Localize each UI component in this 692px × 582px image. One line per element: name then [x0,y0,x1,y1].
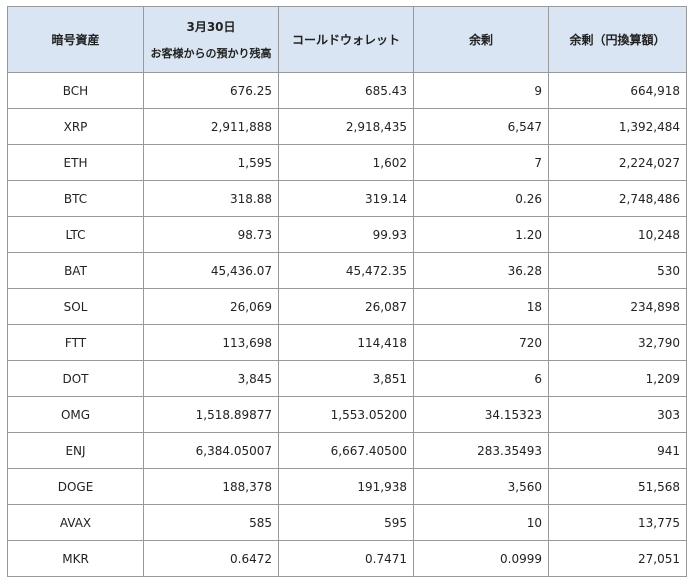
surplus-cell: 36.28 [413,252,549,289]
asset-name-cell: LTC [7,216,144,253]
header-cold-wallet: コールドウォレット [278,6,414,73]
table-row: XRP 2,911,888 2,918,435 6,547 1,392,484 [7,108,687,145]
customer-balance-cell: 0.6472 [143,540,279,577]
customer-balance-cell: 3,845 [143,360,279,397]
table-row: MKR 0.6472 0.7471 0.0999 27,051 [7,540,687,577]
cold-wallet-cell: 6,667.40500 [278,432,414,469]
customer-balance-cell: 113,698 [143,324,279,361]
header-row: 暗号資産 3月30日 お客様からの預かり残高 コールドウォレット 余剰 余剰（円… [7,6,687,73]
table-row: BTC 318.88 319.14 0.26 2,748,486 [7,180,687,217]
customer-balance-cell: 2,911,888 [143,108,279,145]
surplus-jpy-cell: 530 [548,252,687,289]
surplus-cell: 283.35493 [413,432,549,469]
customer-balance-cell: 585 [143,504,279,541]
surplus-cell: 9 [413,72,549,109]
header-customer-balance: 3月30日 お客様からの預かり残高 [143,6,279,73]
surplus-cell: 6,547 [413,108,549,145]
surplus-jpy-cell: 51,568 [548,468,687,505]
asset-name-cell: OMG [7,396,144,433]
surplus-cell: 0.26 [413,180,549,217]
cold-wallet-cell: 1,553.05200 [278,396,414,433]
cold-wallet-cell: 319.14 [278,180,414,217]
table-row: BAT 45,436.07 45,472.35 36.28 530 [7,252,687,289]
header-asset: 暗号資産 [7,6,144,73]
header-customer-label: お客様からの預かり残高 [150,47,272,60]
surplus-jpy-cell: 2,224,027 [548,144,687,181]
customer-balance-cell: 98.73 [143,216,279,253]
surplus-jpy-cell: 234,898 [548,288,687,325]
table-row: ENJ 6,384.05007 6,667.40500 283.35493 941 [7,432,687,469]
table-row: OMG 1,518.89877 1,553.05200 34.15323 303 [7,396,687,433]
asset-name-cell: BTC [7,180,144,217]
surplus-cell: 720 [413,324,549,361]
cold-wallet-cell: 99.93 [278,216,414,253]
table-header: 暗号資産 3月30日 お客様からの預かり残高 コールドウォレット 余剰 余剰（円… [7,6,687,73]
asset-name-cell: DOGE [7,468,144,505]
cold-wallet-cell: 3,851 [278,360,414,397]
surplus-jpy-cell: 941 [548,432,687,469]
cold-wallet-cell: 0.7471 [278,540,414,577]
surplus-jpy-cell: 10,248 [548,216,687,253]
surplus-cell: 7 [413,144,549,181]
customer-balance-cell: 45,436.07 [143,252,279,289]
table-row: ETH 1,595 1,602 7 2,224,027 [7,144,687,181]
customer-balance-cell: 26,069 [143,288,279,325]
surplus-cell: 3,560 [413,468,549,505]
table-row: SOL 26,069 26,087 18 234,898 [7,288,687,325]
table-row: BCH 676.25 685.43 9 664,918 [7,72,687,109]
table-row: FTT 113,698 114,418 720 32,790 [7,324,687,361]
asset-name-cell: XRP [7,108,144,145]
surplus-cell: 0.0999 [413,540,549,577]
surplus-jpy-cell: 2,748,486 [548,180,687,217]
asset-name-cell: ENJ [7,432,144,469]
surplus-jpy-cell: 27,051 [548,540,687,577]
table-body: BCH 676.25 685.43 9 664,918 XRP 2,911,888 2,918… [7,72,687,577]
surplus-cell: 18 [413,288,549,325]
cold-wallet-cell: 114,418 [278,324,414,361]
header-customer-date: 3月30日 [186,20,236,34]
cold-wallet-cell: 685.43 [278,72,414,109]
asset-name-cell: ETH [7,144,144,181]
surplus-cell: 34.15323 [413,396,549,433]
cold-wallet-cell: 595 [278,504,414,541]
asset-balance-table: 暗号資産 3月30日 お客様からの預かり残高 コールドウォレット 余剰 余剰（円… [7,6,687,577]
surplus-jpy-cell: 1,209 [548,360,687,397]
table-row: LTC 98.73 99.93 1.20 10,248 [7,216,687,253]
table-row: AVAX 585 595 10 13,775 [7,504,687,541]
asset-name-cell: FTT [7,324,144,361]
surplus-cell: 6 [413,360,549,397]
asset-name-cell: MKR [7,540,144,577]
customer-balance-cell: 1,518.89877 [143,396,279,433]
cold-wallet-cell: 45,472.35 [278,252,414,289]
cold-wallet-cell: 26,087 [278,288,414,325]
cold-wallet-cell: 191,938 [278,468,414,505]
header-surplus: 余剰 [413,6,549,73]
asset-name-cell: AVAX [7,504,144,541]
customer-balance-cell: 676.25 [143,72,279,109]
asset-name-cell: DOT [7,360,144,397]
table-row: DOT 3,845 3,851 6 1,209 [7,360,687,397]
asset-name-cell: BAT [7,252,144,289]
customer-balance-cell: 318.88 [143,180,279,217]
customer-balance-cell: 1,595 [143,144,279,181]
surplus-jpy-cell: 303 [548,396,687,433]
surplus-jpy-cell: 664,918 [548,72,687,109]
surplus-cell: 10 [413,504,549,541]
surplus-jpy-cell: 1,392,484 [548,108,687,145]
surplus-jpy-cell: 32,790 [548,324,687,361]
header-surplus-jpy: 余剰（円換算額） [548,6,687,73]
table-row: DOGE 188,378 191,938 3,560 51,568 [7,468,687,505]
surplus-cell: 1.20 [413,216,549,253]
cold-wallet-cell: 2,918,435 [278,108,414,145]
customer-balance-cell: 188,378 [143,468,279,505]
customer-balance-cell: 6,384.05007 [143,432,279,469]
asset-name-cell: SOL [7,288,144,325]
surplus-jpy-cell: 13,775 [548,504,687,541]
cold-wallet-cell: 1,602 [278,144,414,181]
asset-name-cell: BCH [7,72,144,109]
